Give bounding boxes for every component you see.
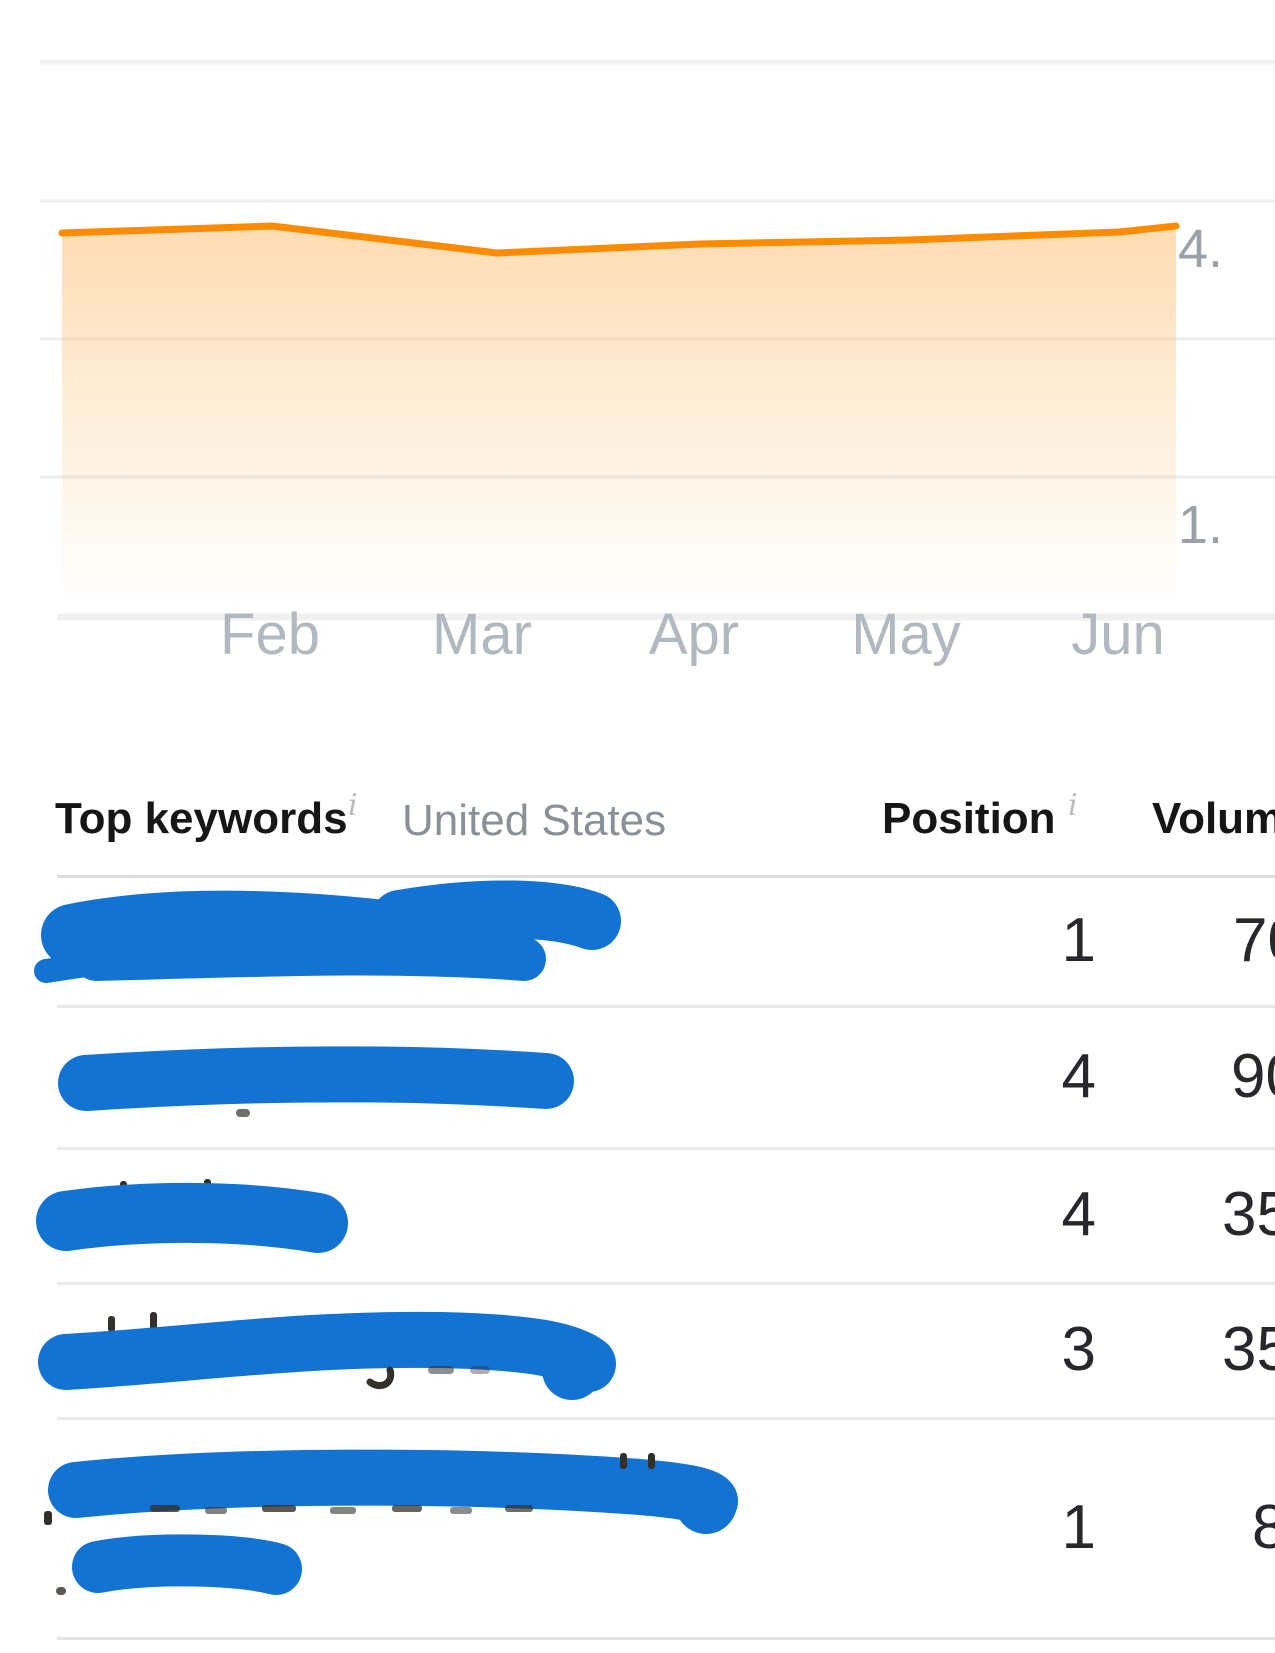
country-label: United States: [402, 796, 667, 845]
volume-value: 35: [1222, 1180, 1275, 1249]
position-value: 4: [1061, 1041, 1096, 1111]
row-divider: [57, 1417, 1275, 1420]
volume-value: 70: [1233, 905, 1275, 975]
row-divider: [57, 1147, 1275, 1150]
redaction-scribble: [58, 1046, 574, 1117]
top-keywords-header: Top keywords: [55, 794, 348, 843]
row-divider: [57, 1637, 1275, 1640]
info-icon[interactable]: i: [348, 788, 358, 823]
volume-value: 90: [1231, 1041, 1275, 1111]
keyword-row[interactable]: 1 70: [0, 875, 1275, 1005]
info-icon[interactable]: i: [1068, 788, 1078, 823]
traffic-line: [58, 222, 1180, 257]
row-divider: [57, 1282, 1275, 1285]
volume-header: Volume: [1152, 794, 1275, 843]
header-divider: [57, 875, 1275, 878]
y-axis-label: 1.: [1178, 495, 1224, 555]
redaction-scribble: [34, 880, 621, 983]
keyword-row[interactable]: 4 35: [0, 1147, 1275, 1282]
x-tick-mar: Mar: [432, 602, 532, 667]
keyword-row[interactable]: 1 8: [0, 1417, 1275, 1637]
position-value: 3: [1061, 1315, 1096, 1384]
position-value: 1: [1061, 905, 1096, 975]
position-value: 1: [1061, 1492, 1096, 1562]
position-header: Position: [882, 794, 1056, 843]
x-tick-jun: Jun: [1071, 602, 1165, 667]
volume-value: 35: [1222, 1315, 1275, 1384]
x-tick-apr: Apr: [648, 602, 740, 667]
redaction-scribble: [44, 1449, 738, 1595]
x-tick-may: May: [851, 602, 961, 667]
keyword-row[interactable]: 4 90: [0, 1005, 1275, 1147]
position-value: 4: [1061, 1180, 1096, 1249]
x-tick-feb: Feb: [220, 602, 320, 667]
volume-value: 8: [1252, 1492, 1275, 1562]
y-axis-label: 4.: [1178, 219, 1224, 279]
redaction-scribble: [36, 1179, 348, 1253]
row-divider: [57, 1005, 1275, 1008]
keyword-row[interactable]: 3 35: [0, 1282, 1275, 1417]
traffic-area-fill: [62, 226, 1176, 602]
organic-traffic-chart[interactable]: [0, 0, 1275, 665]
redaction-scribble: [38, 1311, 616, 1400]
